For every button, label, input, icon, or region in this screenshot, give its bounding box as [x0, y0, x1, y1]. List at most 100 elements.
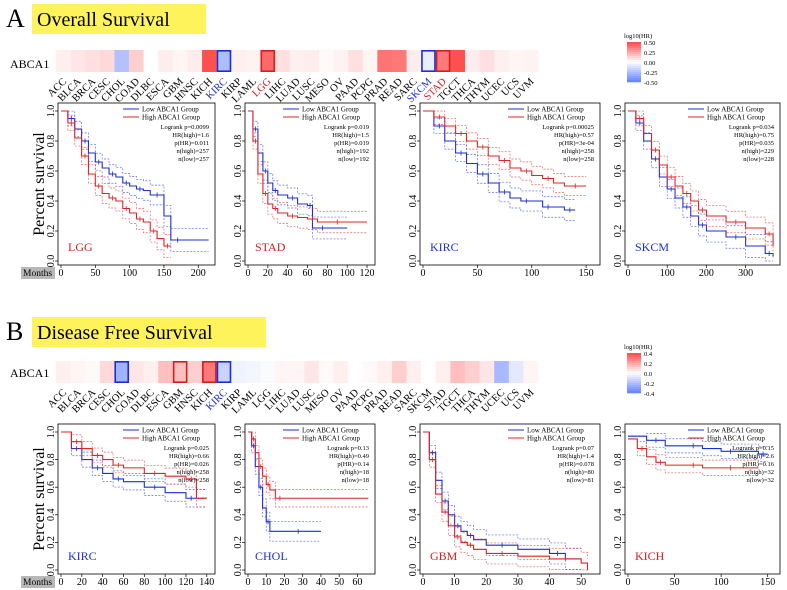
title-highlight — [32, 4, 206, 34]
stat-text: n(low)=32 — [747, 477, 775, 484]
x-tick-label: 120 — [178, 577, 193, 588]
km-plot-a-skcm: 0.0 0.2 0.4 0.6 0.8 1.0 0 100 200 300 Low ABCA1 Gr… — [613, 102, 781, 279]
x-tick-label: 20 — [77, 577, 87, 588]
colorbar-step — [627, 353, 641, 356]
confidence-band — [423, 110, 587, 177]
y-tick-label: 0.2 — [233, 536, 244, 549]
colorbar-step — [627, 52, 641, 55]
confidence-band — [61, 110, 171, 258]
stat-text: n(low)=192 — [338, 156, 369, 163]
stat-text: Logrank p=0.00025 — [542, 124, 594, 131]
x-tick-label: 10 — [261, 577, 271, 588]
heat-cell-meso — [318, 50, 334, 72]
x-tick-label: 100 — [158, 577, 173, 588]
confidence-band — [61, 110, 209, 230]
heat-cell-gbm — [172, 50, 188, 72]
colorbar-step — [627, 46, 641, 49]
heat-highlight-box — [260, 49, 276, 72]
colorbar-step — [627, 371, 641, 374]
legend-label: High ABCA1 Group — [302, 114, 360, 122]
colorbar-title: log10(HR) — [624, 344, 652, 351]
confidence-band — [248, 110, 368, 212]
stat-text: n(high)=258 — [176, 469, 209, 476]
x-tick-label: 0 — [421, 577, 426, 588]
cancer-name: KICH — [635, 549, 665, 563]
km-plot-b-chol: 0.0 0.2 0.4 0.6 0.8 1.0 0 10 20 30 40 50 60 Low ABCA1… — [233, 423, 376, 588]
y-tick-label: 1.0 — [233, 105, 244, 118]
survival-curve-low — [423, 110, 576, 211]
legend-label: Low ABCA1 Group — [527, 106, 584, 114]
y-tick-label: 0.4 — [613, 509, 624, 522]
legend-label: Low ABCA1 Group — [707, 427, 764, 435]
colorbar-step — [627, 54, 641, 57]
y-tick-label: 0.0 — [233, 564, 244, 577]
stat-text: p(HR)=0.019 — [334, 140, 369, 147]
panel-title: Overall Survival — [37, 9, 170, 31]
heat-highlight-box — [216, 49, 232, 72]
confidence-band — [423, 431, 588, 559]
x-tick-label: 0 — [626, 268, 631, 279]
x-tick-label: 30 — [513, 577, 523, 588]
heat-cell-coad — [129, 50, 144, 72]
y-tick-label: 1.0 — [46, 105, 57, 118]
colorbar-title: log10(HR) — [624, 33, 652, 40]
heat-cell-chol — [114, 50, 130, 72]
stat-text: HR(high)=1.4 — [557, 453, 594, 460]
stat-text: p(HR)=0.14 — [337, 461, 369, 468]
y-tick-label: 0.2 — [408, 225, 419, 238]
colorbar-tick: 0.00 — [644, 60, 655, 67]
km-plot-a-kirc: 0.0 0.2 0.4 0.6 0.8 1.0 0 50 100 150 Low ABCA1 Gro… — [408, 102, 601, 279]
x-tick-label: 150 — [760, 577, 775, 588]
legend-label: Low ABCA1 Group — [302, 427, 359, 435]
colorbar-step — [627, 359, 641, 362]
stat-text: p(HR)=3e-04 — [559, 140, 595, 147]
legend-label: Low ABCA1 Group — [707, 106, 764, 114]
confidence-band — [628, 435, 768, 462]
x-tick-label: 50 — [90, 268, 100, 279]
stat-text: Logrank p=0.13 — [327, 445, 369, 452]
months-label-bg — [21, 267, 55, 279]
colorbar-step — [627, 62, 641, 65]
heat-cell-esca — [158, 361, 174, 383]
confidence-band — [61, 431, 207, 490]
heat-cell-thca — [464, 50, 480, 72]
stat-text: p(HR)=0.011 — [174, 140, 209, 147]
stat-text: n(low)=18 — [342, 477, 370, 484]
heat-cell-laml — [245, 50, 261, 72]
x-tick-label: 80 — [322, 268, 332, 279]
y-tick-label: 0.4 — [233, 509, 244, 522]
colorbar: log10(HR)0.4 0.2 0.0 -0.2 -0.4 — [624, 344, 655, 398]
heat-cell-lusc — [304, 361, 320, 383]
panel-letter: A — [6, 4, 25, 33]
x-tick-label: 140 — [199, 577, 214, 588]
heat-cell-ucec — [494, 361, 510, 383]
heat-cell-hnsc — [187, 361, 203, 383]
confidence-band — [61, 110, 171, 235]
x-tick-label: 200 — [191, 268, 206, 279]
stat-text: n(high)=257 — [176, 148, 209, 155]
y-tick-label: 0.4 — [408, 195, 419, 208]
colorbar-step — [627, 68, 641, 71]
x-tick-label: 50 — [472, 268, 482, 279]
legend-label: Low ABCA1 Group — [142, 106, 199, 114]
cancer-name: CHOL — [255, 549, 288, 563]
y-tick-label: 0.6 — [233, 165, 244, 178]
x-tick-label: 0 — [246, 577, 251, 588]
x-tick-label: 100 — [714, 577, 729, 588]
x-tick-label: 150 — [579, 268, 594, 279]
cancer-name: GBM — [430, 549, 458, 563]
colorbar-step — [627, 367, 641, 370]
x-tick-label: 200 — [699, 268, 714, 279]
legend-label: Low ABCA1 Group — [527, 427, 584, 435]
stat-text: Logrank p=0.025 — [164, 445, 209, 452]
confidence-band — [423, 431, 582, 570]
heat-cell-paad — [348, 50, 364, 72]
y-tick-label: 0.4 — [46, 509, 57, 522]
heat-cell-uvm — [523, 361, 539, 383]
heat-highlight-box — [216, 360, 232, 383]
y-tick-label: 0.2 — [233, 225, 244, 238]
heat-cell-prad — [377, 50, 393, 72]
heat-cell-pcpg — [362, 361, 378, 383]
